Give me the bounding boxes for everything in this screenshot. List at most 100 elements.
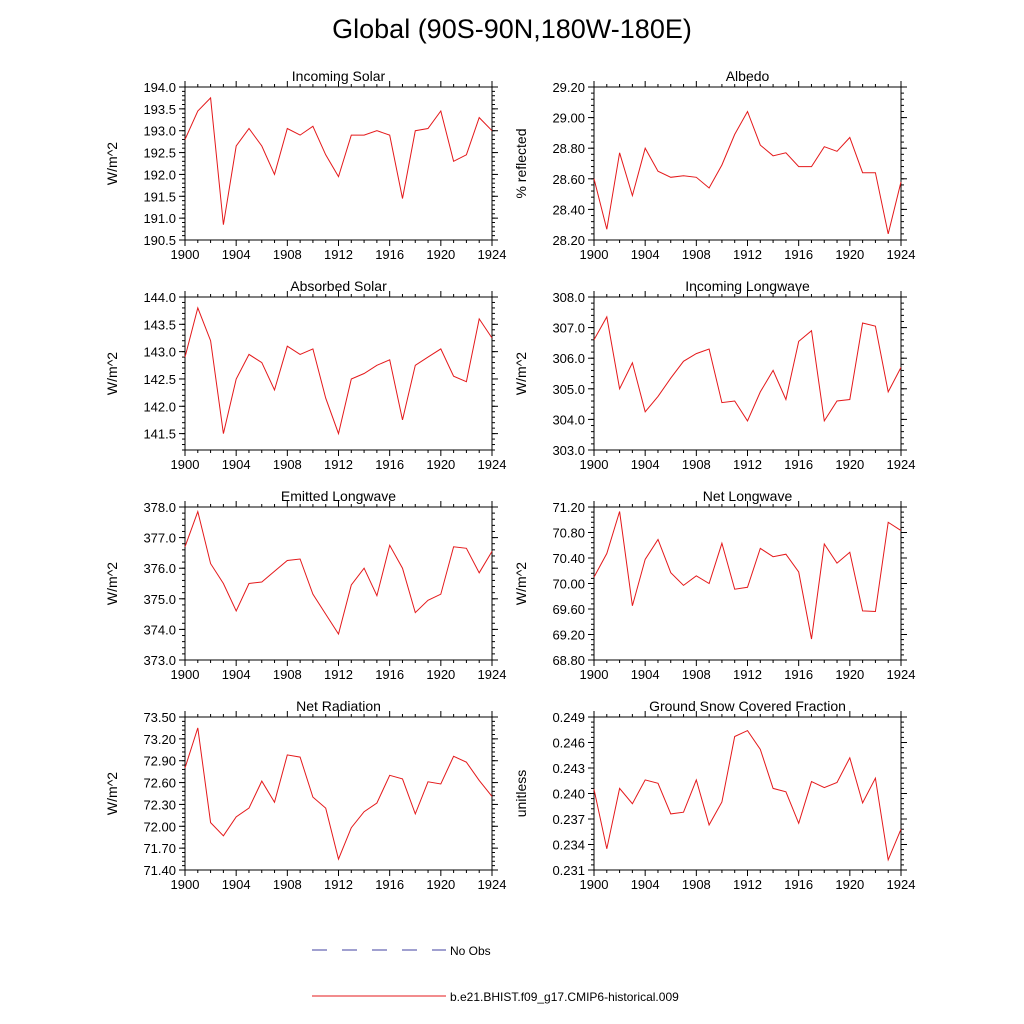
x-tick-label: 1924 [478, 247, 507, 262]
y-tick-label: 70.40 [552, 551, 585, 566]
y-tick-label: 193.0 [143, 124, 176, 139]
x-tick-label: 1912 [324, 247, 353, 262]
series-line [593, 511, 902, 640]
plot-frame [593, 86, 902, 241]
x-tick-label: 1920 [835, 457, 864, 472]
y-tick-label: 72.90 [143, 754, 176, 769]
y-tick-label: 68.80 [552, 653, 585, 668]
x-tick-label: 1916 [784, 247, 813, 262]
y-tick-label: 305.0 [552, 382, 585, 397]
y-tick-label: 0.240 [552, 787, 585, 802]
y-tick-label: 373.0 [143, 653, 176, 668]
plot-frame [184, 296, 493, 451]
x-tick-label: 1904 [222, 667, 251, 682]
y-axis-label: W/m^2 [513, 562, 529, 605]
panel-title: Incoming Solar [292, 68, 386, 84]
x-tick-label: 1900 [580, 667, 609, 682]
y-tick-label: 72.00 [143, 819, 176, 834]
y-tick-label: 0.243 [552, 761, 585, 776]
plot-frame [593, 716, 902, 871]
y-tick-label: 71.40 [143, 863, 176, 878]
x-tick-label: 1916 [784, 877, 813, 892]
x-tick-label: 1900 [580, 877, 609, 892]
x-tick-label: 1912 [324, 877, 353, 892]
x-tick-label: 1904 [222, 247, 251, 262]
x-tick-label: 1900 [171, 667, 200, 682]
x-tick-label: 1904 [631, 877, 660, 892]
x-tick-label: 1920 [835, 667, 864, 682]
y-tick-label: 69.20 [552, 628, 585, 643]
x-tick-label: 1908 [682, 247, 711, 262]
y-tick-label: 0.249 [552, 710, 585, 725]
x-tick-label: 1908 [682, 457, 711, 472]
y-tick-label: 143.0 [143, 345, 176, 360]
panel-6: Net Radiation 1900 1904 1908 1912 1916 1920 192… [104, 698, 506, 892]
x-tick-label: 1924 [887, 247, 916, 262]
y-axis-label: W/m^2 [104, 142, 120, 185]
plot-frame [593, 296, 902, 451]
series-line [184, 727, 493, 861]
y-tick-label: 0.234 [552, 838, 585, 853]
panel-title: Net Radiation [296, 698, 381, 714]
y-tick-label: 69.60 [552, 602, 585, 617]
series-line [593, 110, 902, 235]
series-line [184, 509, 493, 636]
y-tick-label: 72.60 [143, 776, 176, 791]
panel-2: Absorbed Solar 1900 1904 1908 1912 1916 1920 19… [104, 278, 506, 472]
x-tick-label: 1924 [887, 877, 916, 892]
plot-frame [184, 86, 493, 241]
y-tick-label: 308.0 [552, 290, 585, 305]
x-tick-label: 1912 [733, 247, 762, 262]
y-tick-label: 191.5 [143, 189, 176, 204]
y-tick-label: 375.0 [143, 592, 176, 607]
x-tick-label: 1924 [887, 457, 916, 472]
y-tick-label: 70.80 [552, 526, 585, 541]
y-tick-label: 190.5 [143, 233, 176, 248]
x-tick-label: 1912 [324, 667, 353, 682]
x-tick-label: 1920 [835, 247, 864, 262]
y-tick-label: 28.60 [552, 172, 585, 187]
y-tick-label: 194.0 [143, 80, 176, 95]
y-axis-label: W/m^2 [104, 352, 120, 395]
x-tick-label: 1916 [375, 457, 404, 472]
x-tick-label: 1916 [784, 667, 813, 682]
x-tick-label: 1908 [273, 667, 302, 682]
panel-title: Emitted Longwave [281, 488, 396, 504]
y-tick-label: 71.20 [552, 500, 585, 515]
y-tick-label: 72.30 [143, 797, 176, 812]
x-tick-label: 1924 [478, 457, 507, 472]
y-tick-label: 376.0 [143, 561, 176, 576]
x-tick-label: 1908 [273, 457, 302, 472]
panel-title: Incoming Longwave [685, 278, 810, 294]
y-tick-label: 304.0 [552, 412, 585, 427]
y-tick-label: 192.0 [143, 167, 176, 182]
x-tick-label: 1920 [426, 877, 455, 892]
y-tick-label: 71.70 [143, 841, 176, 856]
y-tick-label: 306.0 [552, 351, 585, 366]
x-tick-label: 1900 [171, 877, 200, 892]
y-tick-label: 73.50 [143, 710, 176, 725]
x-tick-label: 1916 [375, 247, 404, 262]
y-tick-label: 0.237 [552, 812, 585, 827]
y-axis-label: W/m^2 [104, 772, 120, 815]
panel-7: Ground Snow Covered Fraction 1900 1904 1908… [513, 698, 915, 892]
series-line [593, 315, 902, 423]
y-tick-label: 0.231 [552, 863, 585, 878]
panel-title: Ground Snow Covered Fraction [649, 698, 846, 714]
x-tick-label: 1916 [784, 457, 813, 472]
x-tick-label: 1908 [682, 667, 711, 682]
panel-5: Net Longwave 1900 1904 1908 1912 1916 1920 1924… [513, 488, 915, 682]
x-tick-label: 1924 [478, 877, 507, 892]
y-tick-label: 377.0 [143, 531, 176, 546]
panel-title: Net Longwave [703, 488, 793, 504]
y-tick-label: 374.0 [143, 622, 176, 637]
x-tick-label: 1908 [273, 877, 302, 892]
x-tick-label: 1900 [171, 457, 200, 472]
panel-0: Incoming Solar 1900 1904 1908 1912 1916 1920 19… [104, 68, 506, 262]
x-tick-label: 1904 [631, 247, 660, 262]
y-tick-label: 29.00 [552, 111, 585, 126]
series-line [184, 96, 493, 225]
x-tick-label: 1924 [887, 667, 916, 682]
plot-frame [593, 506, 902, 661]
